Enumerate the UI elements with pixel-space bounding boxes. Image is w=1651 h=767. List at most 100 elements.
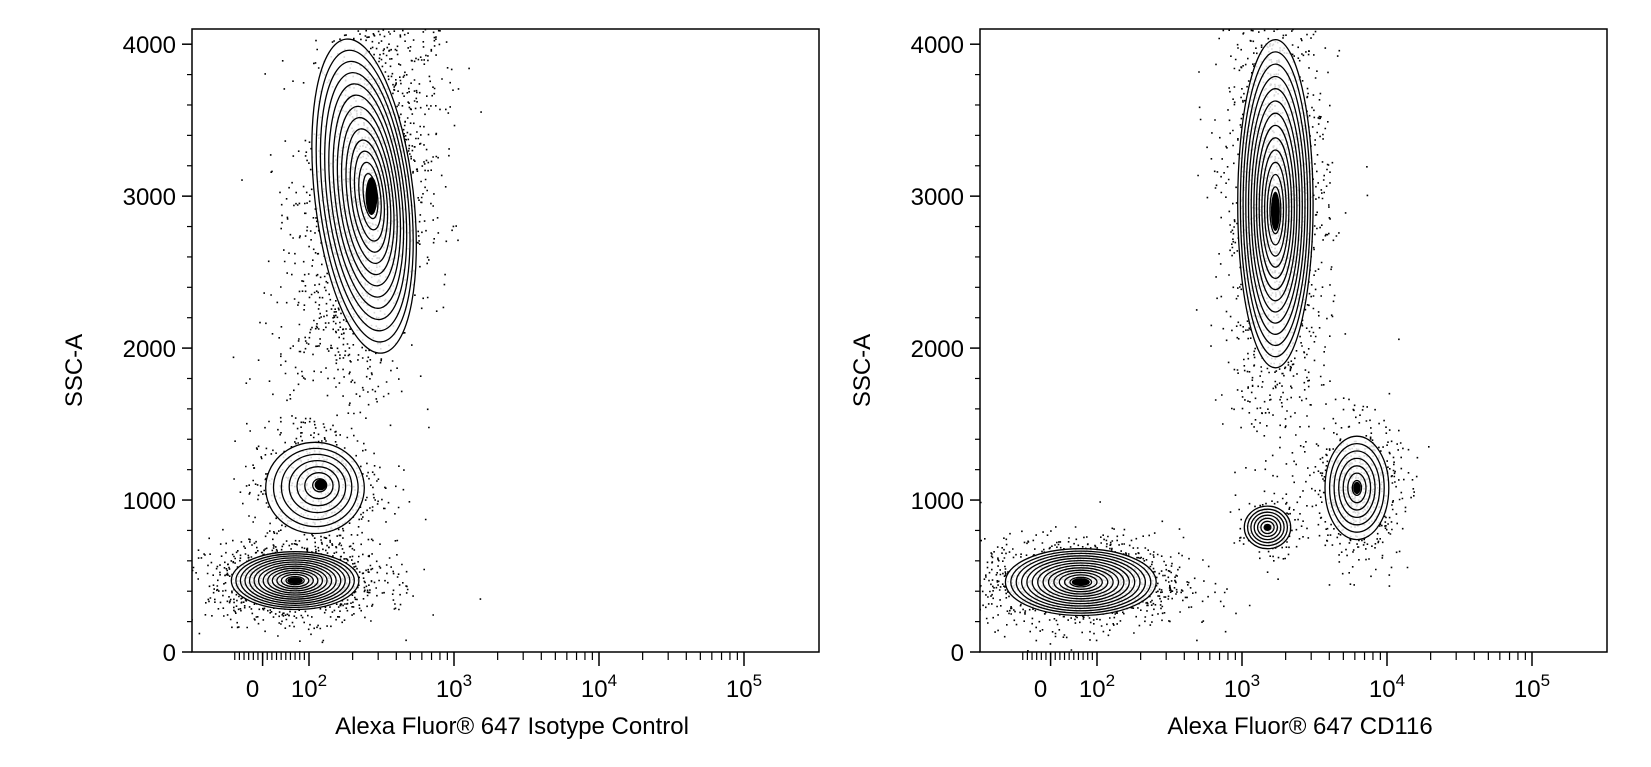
population-1-contour-4	[296, 466, 340, 507]
x-tick-label: 104	[1369, 671, 1405, 703]
population-2-contour-7	[262, 565, 328, 596]
x-axis-label: Alexa Fluor® 647 Isotype Control	[335, 713, 689, 740]
population-0-contour-2	[1242, 63, 1309, 347]
population-0-contour-11	[358, 161, 382, 231]
population-0-contour-7	[1255, 124, 1295, 291]
population-2-core	[287, 577, 303, 585]
population-2-core	[1264, 524, 1271, 531]
population-0-contour-12	[362, 172, 379, 220]
population-0-core	[1270, 191, 1280, 231]
population-2-contour-5	[253, 561, 337, 600]
population-1-contour-2	[280, 453, 353, 521]
x-tick-label: 103	[1224, 671, 1260, 703]
population-0-contour-2	[319, 60, 411, 332]
contour-lines	[1004, 38, 1390, 617]
y-tick-label: 1000	[911, 488, 964, 515]
population-1-contour-6	[312, 478, 328, 493]
y-tick-label: 4000	[911, 32, 964, 59]
x-axis: 0 102 103 104 105 Alexa Fluor® 647 CD116	[1022, 652, 1550, 740]
population-0-contour-12	[1269, 186, 1282, 235]
population-1-contour-2	[1333, 450, 1381, 526]
x-tick-label: 0	[246, 676, 259, 703]
population-2-contour-12	[285, 575, 305, 586]
population-3-contour-6	[1037, 562, 1125, 602]
population-1-contour-6	[1351, 479, 1363, 496]
population-0-contour-5	[332, 94, 402, 298]
population-0-contour-3	[324, 71, 408, 321]
population-2-contour-1	[1246, 508, 1289, 547]
population-1-contour-3	[288, 459, 347, 514]
population-3-core	[1071, 578, 1090, 587]
population-1-contour-4	[1342, 465, 1372, 511]
contour-lines	[230, 38, 417, 611]
population-0-contour-7	[340, 116, 395, 276]
y-axis-label: SSC-A	[849, 334, 876, 407]
population-3-contour-5	[1031, 559, 1130, 605]
population-2-contour-9	[271, 569, 319, 592]
y-axis: 0 1000 2000 3000 4000 SSC-A	[61, 32, 192, 667]
population-0-contour-4	[1247, 88, 1303, 324]
population-3-contour-7	[1042, 564, 1120, 600]
population-2-contour-1	[235, 553, 355, 609]
y-axis-label: SSC-A	[61, 334, 88, 407]
population-0-contour-1	[1239, 51, 1312, 358]
y-tick-label: 3000	[123, 184, 176, 211]
population-2-contour-4	[1256, 517, 1279, 538]
x-tick-label: 104	[581, 671, 617, 703]
population-1-contour-5	[1347, 472, 1367, 504]
x-tick-label: 105	[1514, 671, 1550, 703]
plot-panel-cd116: 0 1000 2000 3000 4000 SSC-A 0 102 103 104 105 Alexa…	[849, 28, 1608, 740]
population-0-contour-4	[328, 83, 405, 309]
x-axis-label: Alexa Fluor® 647 CD116	[1167, 713, 1432, 740]
population-1-contour-1	[1328, 442, 1385, 533]
x-tick-label: 103	[436, 671, 472, 703]
population-2-contour-2	[1250, 511, 1285, 544]
population-3-contour-1	[1010, 550, 1152, 614]
x-tick-label: 102	[291, 671, 327, 703]
population-2-contour-8	[267, 567, 324, 594]
y-tick-label: 2000	[911, 336, 964, 363]
population-0-contour-5	[1250, 100, 1301, 313]
population-2-contour-4	[248, 559, 342, 602]
population-3-contour-9	[1053, 569, 1109, 595]
population-1-core	[1353, 481, 1361, 495]
population-0-contour-6	[336, 105, 398, 287]
population-2-contour-2	[239, 555, 351, 606]
population-3-contour-3	[1020, 555, 1141, 610]
population-0-contour-10	[1263, 161, 1287, 257]
population-2-contour-10	[276, 571, 314, 590]
y-tick-label: 4000	[123, 32, 176, 59]
population-1-contour-1	[272, 447, 359, 528]
population-3-contour-11	[1063, 574, 1098, 590]
population-2-contour-5	[1260, 520, 1275, 535]
population-0-contour-6	[1253, 112, 1298, 302]
population-1-contour-3	[1338, 457, 1376, 519]
population-1-core	[314, 479, 327, 491]
population-3-contour-4	[1026, 557, 1136, 607]
population-0-contour-10	[353, 150, 385, 242]
x-axis: 0 102 103 104 105 Alexa Fluor® 647 Isotype Co…	[234, 652, 762, 740]
plot-frame	[191, 28, 820, 653]
population-0-contour-1	[315, 49, 414, 343]
y-tick-label: 0	[951, 640, 964, 667]
population-3-contour-10	[1058, 571, 1103, 593]
population-0-core	[365, 177, 378, 216]
population-0-contour-9	[1261, 149, 1290, 268]
population-2-contour-3	[244, 557, 346, 604]
y-tick-label: 3000	[911, 184, 964, 211]
population-3-contour-12	[1069, 576, 1093, 588]
y-tick-label: 1000	[123, 488, 176, 515]
population-0-contour-11	[1266, 173, 1285, 246]
population-0-contour-9	[349, 139, 389, 253]
x-tick-label: 105	[726, 671, 762, 703]
y-axis: 0 1000 2000 3000 4000 SSC-A	[849, 32, 980, 667]
y-tick-label: 2000	[123, 336, 176, 363]
x-tick-label: 102	[1079, 671, 1115, 703]
population-0-contour-8	[1258, 137, 1293, 280]
population-0-contour-3	[1245, 75, 1306, 335]
event-dots	[980, 29, 1430, 652]
population-2-contour-3	[1253, 514, 1282, 541]
population-3-contour-2	[1015, 552, 1147, 612]
population-1-contour-5	[304, 472, 334, 500]
